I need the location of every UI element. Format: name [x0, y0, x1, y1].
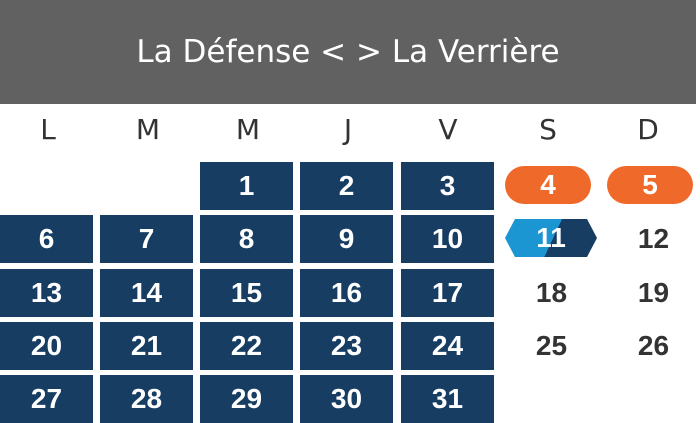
calendar-day-17: 17: [401, 269, 494, 317]
weekday-label-sunday: D: [637, 113, 659, 146]
calendar-day-11: 11: [505, 219, 597, 257]
calendar-day-2: 2: [300, 162, 393, 210]
calendar-day-22: 22: [200, 322, 293, 370]
route-header: La Défense < > La Verrière: [0, 0, 696, 104]
calendar-day-28: 28: [100, 375, 193, 423]
calendar-day-8: 8: [200, 215, 293, 263]
calendar-day-1: 1: [200, 162, 293, 210]
calendar-day-29: 29: [200, 375, 293, 423]
calendar-day-21: 21: [100, 322, 193, 370]
weekday-label-wednesday: M: [235, 113, 261, 146]
calendar-day-12: 12: [637, 223, 670, 254]
calendar-day-15: 15: [200, 269, 293, 317]
calendar-day-25: 25: [535, 330, 568, 361]
calendar-day-16: 16: [300, 269, 393, 317]
weekday-header-row: L M M J V S D: [0, 112, 700, 148]
calendar-day-3: 3: [401, 162, 494, 210]
calendar-day-10: 10: [401, 215, 494, 263]
calendar-day-19: 19: [637, 277, 670, 308]
weekday-label-tuesday: M: [135, 113, 161, 146]
calendar-day-23: 23: [300, 322, 393, 370]
calendar-day-13: 13: [0, 269, 93, 317]
calendar-day-24: 24: [401, 322, 494, 370]
calendar-day-9: 9: [300, 215, 393, 263]
weekday-label-monday: L: [40, 113, 56, 146]
calendar-day-20: 20: [0, 322, 93, 370]
calendar-day-31: 31: [401, 375, 494, 423]
calendar-day-4: 4: [505, 166, 591, 204]
calendar-day-5: 5: [607, 166, 693, 204]
calendar-day-26: 26: [637, 330, 670, 361]
calendar-day-6: 6: [0, 215, 93, 263]
calendar-day-7: 7: [100, 215, 193, 263]
calendar-day-27: 27: [0, 375, 93, 423]
weekday-label-friday: V: [438, 113, 458, 146]
weekday-label-thursday: J: [343, 113, 353, 146]
route-title: La Défense < > La Verrière: [136, 34, 560, 70]
calendar-day-30: 30: [300, 375, 393, 423]
calendar-day-18: 18: [535, 277, 568, 308]
calendar-day-14: 14: [100, 269, 193, 317]
weekday-label-saturday: S: [539, 113, 557, 146]
